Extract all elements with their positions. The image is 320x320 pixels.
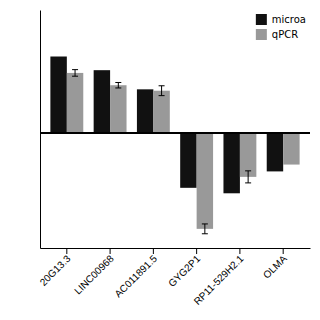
x-tick-label: OLMA [261,253,289,281]
x-tick: 20G13.3 [38,248,73,288]
legend-swatch [256,29,267,40]
error-bar [72,70,78,77]
series [50,57,283,194]
x-tick-mark [66,248,67,254]
legend-item: qPCR [256,29,298,40]
legend-label: qPCR [272,29,298,40]
legend: microa qPCR [256,14,306,40]
bar [283,133,299,164]
bar [223,133,239,193]
bar [240,133,256,177]
x-tick: GYG2P1 [166,248,202,289]
x-tick-mark [196,248,197,254]
x-tick: LINC00968 [72,248,116,297]
legend-swatch [256,14,267,25]
x-tick-label: AC011891.5 [112,253,159,300]
zero-line [40,132,310,134]
legend-item: microa [256,14,306,25]
x-tick: RP11-529H2.1 [192,248,246,307]
error-bar [245,171,251,183]
error-bar [159,86,165,96]
legend-label: microa [272,14,306,25]
marks [40,57,310,234]
x-tick-label: 20G13.3 [38,253,73,288]
x-tick-label: GYG2P1 [166,253,202,289]
x-tick-label: LINC00968 [72,253,116,297]
bar [180,133,196,188]
x-tick-label: RP11-529H2.1 [192,253,246,307]
x-axis-line [41,248,311,249]
bar [137,89,153,133]
series [67,73,300,229]
x-tick-mark [283,248,284,254]
x-tick-mark [110,248,111,254]
error-bar [115,82,121,87]
x-tick: AC011891.5 [112,248,159,300]
x-tick-mark [153,248,154,254]
x-tick-mark [239,248,240,254]
x-axis: 20G13.3LINC00968AC011891.5GYG2P1RP11-529… [38,248,311,307]
plot: 20G13.3LINC00968AC011891.5GYG2P1RP11-529… [38,11,311,307]
x-tick: OLMA [261,248,289,281]
bar [153,91,169,133]
y-axis [40,11,41,249]
error-bar [202,224,208,234]
bar [110,85,126,133]
bar [267,133,283,171]
bar [67,73,83,133]
y-axis-line [40,11,41,249]
chart: 20G13.3LINC00968AC011891.5GYG2P1RP11-529… [0,0,320,320]
bar [197,133,213,229]
bar [94,70,110,133]
bar [50,57,66,134]
